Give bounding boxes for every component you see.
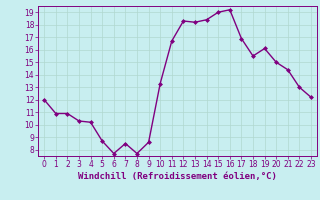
X-axis label: Windchill (Refroidissement éolien,°C): Windchill (Refroidissement éolien,°C) xyxy=(78,172,277,181)
